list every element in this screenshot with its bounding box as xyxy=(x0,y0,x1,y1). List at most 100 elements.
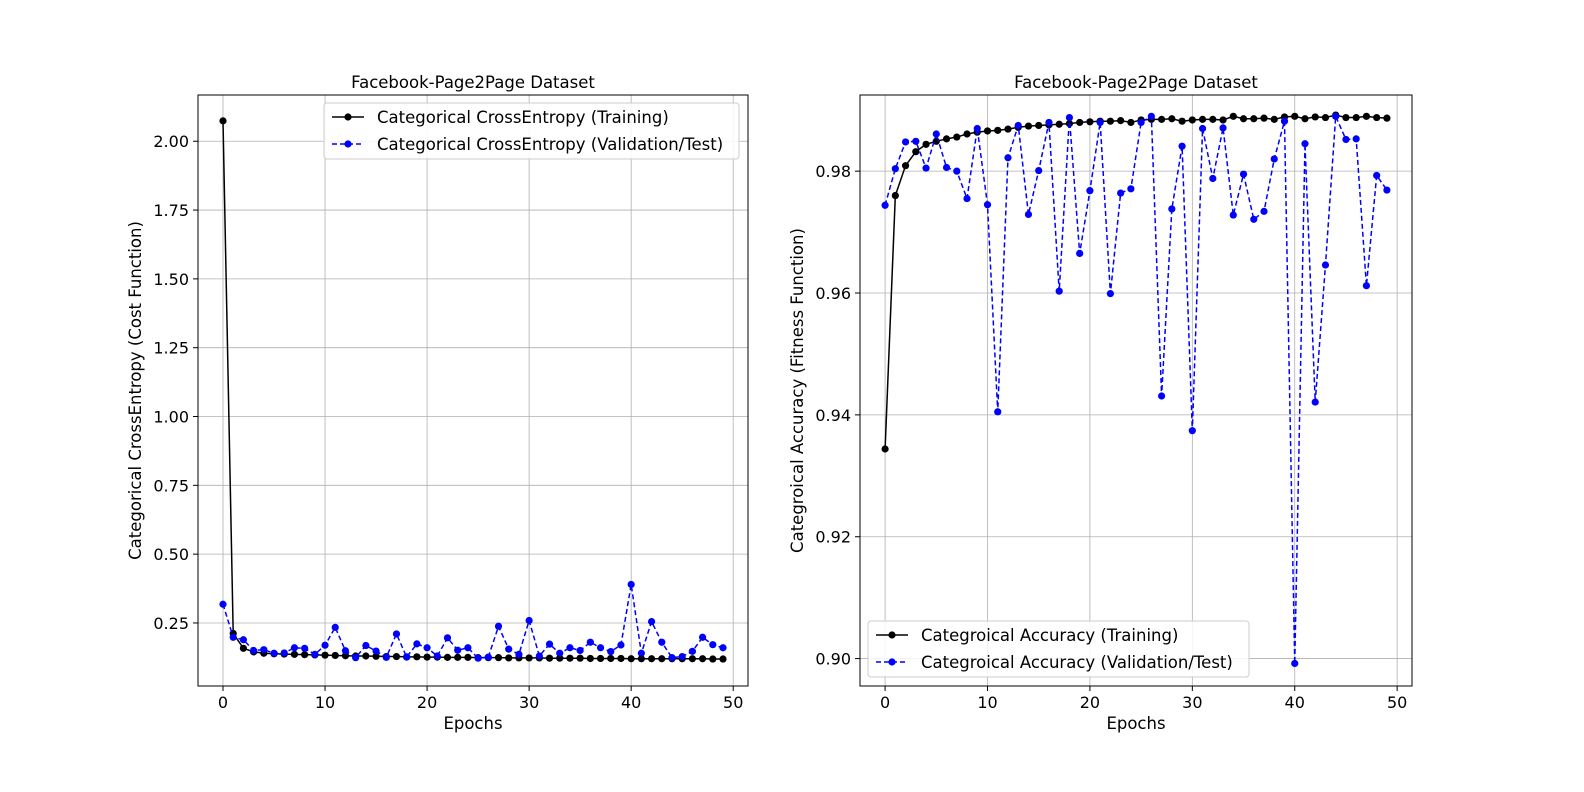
data-point xyxy=(1127,118,1135,127)
y-tick-label: 0.92 xyxy=(815,528,851,547)
data-point xyxy=(1219,124,1227,132)
data-point xyxy=(596,654,605,663)
y-tick-label: 1.00 xyxy=(153,408,189,427)
data-point xyxy=(1086,118,1094,126)
data-point xyxy=(1024,210,1033,219)
data-point xyxy=(423,644,431,652)
chart-title: Facebook-Page2Page Dataset xyxy=(351,73,595,92)
data-point xyxy=(1373,171,1381,180)
data-point xyxy=(1342,135,1350,144)
legend-box xyxy=(323,102,740,160)
data-point xyxy=(545,640,554,648)
data-point xyxy=(505,654,513,662)
data-point xyxy=(1383,114,1391,122)
data-point xyxy=(372,647,380,655)
data-point xyxy=(321,651,329,659)
data-point xyxy=(953,167,961,175)
y-axis-label: Categroical Accuracy (Fitness Function) xyxy=(788,228,807,553)
data-point xyxy=(994,408,1002,416)
data-point xyxy=(698,633,707,641)
data-point xyxy=(586,638,594,646)
data-point xyxy=(647,655,656,663)
data-point xyxy=(983,127,992,135)
data-point xyxy=(963,130,971,138)
data-point xyxy=(912,148,920,156)
data-point xyxy=(392,652,401,661)
series-line-1 xyxy=(884,114,1387,450)
x-tick-label: 50 xyxy=(1387,693,1407,712)
data-point xyxy=(301,644,309,652)
data-point xyxy=(1178,117,1186,125)
data-point xyxy=(647,617,656,626)
data-point xyxy=(382,653,390,661)
data-point xyxy=(1321,261,1330,269)
data-point xyxy=(1362,112,1371,120)
data-point xyxy=(464,644,472,652)
data-point xyxy=(1065,113,1074,122)
data-point xyxy=(932,130,940,138)
data-point xyxy=(1024,122,1033,130)
data-point xyxy=(1106,290,1114,298)
data-point xyxy=(464,653,472,661)
data-point xyxy=(1280,117,1289,125)
data-point xyxy=(392,630,401,638)
data-point xyxy=(413,640,421,648)
data-point xyxy=(1239,115,1248,123)
data-point xyxy=(290,650,299,658)
data-point xyxy=(983,201,992,209)
chart-2: 0 10 20 30 40 50 0.90 0.92 0.94 0.96 0.98 Facebook-… xyxy=(788,73,1413,733)
x-axis-label: Epochs xyxy=(443,714,502,733)
legend-marker xyxy=(888,631,896,639)
y-tick-label: 0.25 xyxy=(153,614,189,633)
data-point xyxy=(331,623,339,631)
data-point xyxy=(709,655,717,663)
data-point xyxy=(963,194,971,203)
x-tick-label: 10 xyxy=(315,693,335,712)
plot-frame xyxy=(197,94,749,687)
data-point xyxy=(1332,112,1340,120)
data-point xyxy=(1352,135,1360,143)
data-point xyxy=(596,644,605,652)
legend-label: Categorical CrossEntropy (Validation/Tes… xyxy=(377,135,723,154)
data-point xyxy=(1158,392,1166,400)
legend-marker xyxy=(344,113,352,121)
data-point xyxy=(719,644,727,652)
data-point xyxy=(219,600,227,608)
data-point xyxy=(1127,185,1135,193)
y-tick-label: 2.00 xyxy=(153,132,189,151)
data-point xyxy=(607,654,615,663)
legend-label: Categorical CrossEntropy (Training) xyxy=(377,108,669,127)
data-point xyxy=(1209,115,1217,123)
x-tick-label: 40 xyxy=(621,693,641,712)
data-point xyxy=(505,645,513,653)
plot-frame xyxy=(859,94,1413,687)
data-point xyxy=(219,117,227,125)
series-layer xyxy=(219,117,727,663)
y-tick-label: 0.98 xyxy=(815,162,851,181)
data-point xyxy=(341,652,350,660)
data-point xyxy=(1352,113,1360,122)
data-point xyxy=(922,164,930,172)
data-point xyxy=(484,653,492,661)
data-point xyxy=(881,445,889,453)
data-point xyxy=(688,647,696,655)
y-tick-label: 1.50 xyxy=(153,270,189,289)
y-tick-label: 1.75 xyxy=(153,201,189,220)
data-point xyxy=(1219,116,1227,124)
data-point xyxy=(515,650,523,658)
data-point xyxy=(1270,155,1278,163)
data-point xyxy=(372,652,380,660)
y-tick-label: 0.90 xyxy=(815,650,851,669)
data-point xyxy=(566,644,574,652)
data-point xyxy=(922,140,930,148)
data-point xyxy=(1321,113,1330,122)
data-point xyxy=(1014,121,1022,130)
data-point xyxy=(627,580,635,589)
y-tick-label: 0.50 xyxy=(153,545,189,564)
data-point xyxy=(1096,118,1104,127)
data-point xyxy=(1383,186,1391,194)
data-point xyxy=(239,644,248,652)
data-point xyxy=(719,655,727,663)
x-tick-label: 30 xyxy=(519,693,539,712)
